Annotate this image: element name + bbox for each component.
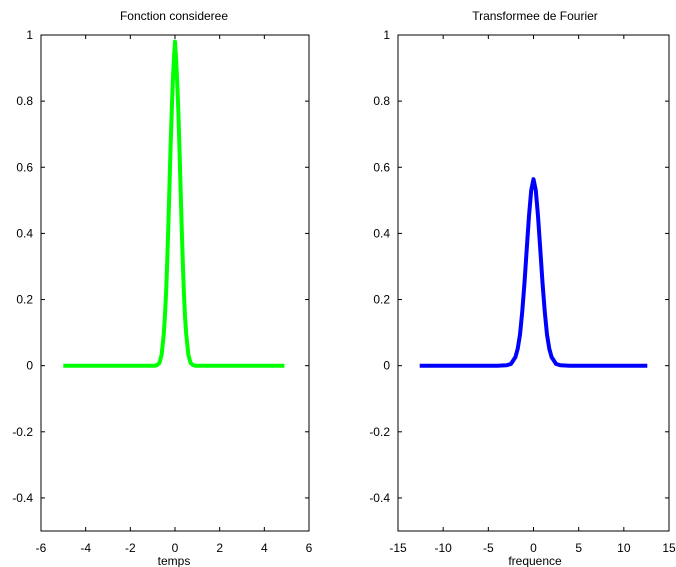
right-chart-title: Transformee de Fourier (472, 9, 598, 23)
left-x-tick-label: -6 (36, 541, 47, 555)
left-x-tick-label: 2 (216, 541, 223, 555)
right-y-tick-label: 0.8 (373, 94, 390, 108)
right-x-tick-label: 0 (530, 541, 537, 555)
right-chart-xlabel: frequence (508, 554, 562, 567)
right-x-tick-label: 15 (662, 541, 676, 555)
right-y-tick-label: 1 (383, 28, 390, 42)
left-x-tick-label: 6 (306, 541, 313, 555)
left-y-tick-label: -0.4 (12, 491, 33, 505)
right-y-tick-label: 0 (383, 359, 390, 373)
left-x-tick-label: -2 (125, 541, 136, 555)
left-plot-frame (40, 34, 310, 532)
right-x-tick-label: -10 (434, 541, 452, 555)
right-y-tick-label: 0.6 (373, 160, 390, 174)
left-chart-title: Fonction consideree (120, 9, 228, 23)
right-x-tick-label: 5 (575, 541, 582, 555)
right-y-tick-label: -0.2 (369, 425, 390, 439)
left-x-tick-label: -4 (80, 541, 91, 555)
left-chart-panel: Fonction consideree temps -6 -4 -2 0 2 4 6 -0.4… (12, 9, 312, 567)
right-plot-frame (397, 34, 670, 532)
left-y-tick-label: 0.8 (16, 94, 33, 108)
left-y-tick-label: 1 (26, 28, 33, 42)
left-y-tick-label: -0.2 (12, 425, 33, 439)
right-y-tick-label: 0.2 (373, 293, 390, 307)
left-series-line (63, 39, 285, 368)
right-y-tick-label: 0.4 (373, 226, 390, 240)
right-x-tick-label: -15 (389, 541, 407, 555)
right-chart-panel: Transformee de Fourier frequence -15 -10 -… (369, 9, 676, 567)
right-series-line (419, 177, 648, 368)
left-chart-xlabel: temps (158, 554, 191, 567)
left-y-tick-label: 0 (26, 359, 33, 373)
left-x-tick-label: 0 (172, 541, 179, 555)
right-x-tick-label: 10 (617, 541, 631, 555)
left-x-tick-label: 4 (261, 541, 268, 555)
right-x-tick-label: -5 (483, 541, 494, 555)
left-y-tick-label: 0.4 (16, 226, 33, 240)
left-y-tick-label: 0.2 (16, 293, 33, 307)
right-y-tick-label: -0.4 (369, 491, 390, 505)
left-y-tick-label: 0.6 (16, 160, 33, 174)
